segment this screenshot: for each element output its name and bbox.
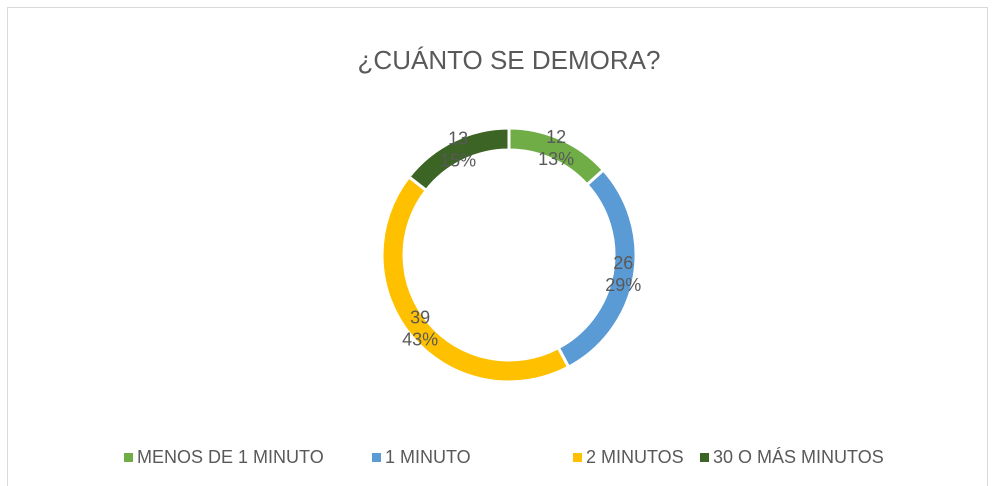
data-label-percent: 15% [440, 150, 476, 170]
chart-frame [7, 7, 988, 486]
legend-swatch [573, 453, 582, 462]
legend-label: 30 O MÁS MINUTOS [713, 447, 884, 467]
legend-swatch [372, 453, 381, 462]
donut-segment [406, 126, 511, 193]
data-label-percent: 13% [538, 149, 574, 169]
data-label-value: 12 [546, 127, 566, 147]
chart-title: ¿CUÁNTO SE DEMORA? [358, 45, 661, 75]
legend-swatch [124, 453, 133, 462]
legend-swatch [700, 453, 709, 462]
legend-label: 2 MINUTOS [586, 447, 684, 467]
data-label-value: 39 [410, 307, 430, 327]
legend-label: MENOS DE 1 MINUTO [137, 447, 324, 467]
data-label-percent: 43% [402, 329, 438, 349]
legend-label: 1 MINUTO [385, 447, 471, 467]
data-label-value: 13 [448, 128, 468, 148]
data-label-percent: 29% [605, 275, 641, 295]
data-label-value: 26 [613, 253, 633, 273]
